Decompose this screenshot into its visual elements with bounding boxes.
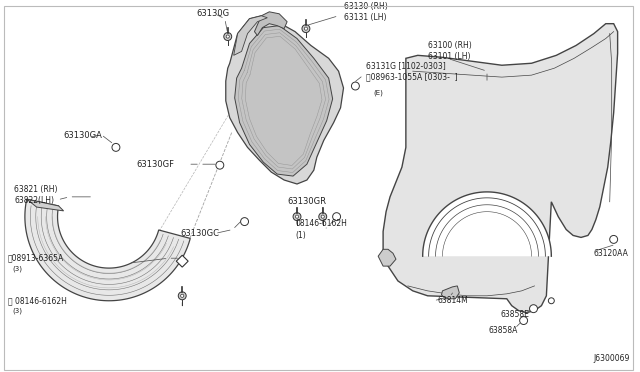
Polygon shape <box>383 24 618 312</box>
Text: ⓝ08913-6365A: ⓝ08913-6365A <box>8 254 64 263</box>
Polygon shape <box>442 286 460 299</box>
Text: 63821 (RH)
63822(LH): 63821 (RH) 63822(LH) <box>14 185 58 205</box>
Circle shape <box>302 25 310 33</box>
Polygon shape <box>176 255 188 267</box>
Text: 63131G [1102-0303]
ⓝ08963-1055A [0303-  ]: 63131G [1102-0303] ⓝ08963-1055A [0303- ] <box>366 61 458 81</box>
Circle shape <box>351 82 359 90</box>
Polygon shape <box>235 26 333 176</box>
Text: (3): (3) <box>12 307 22 314</box>
Polygon shape <box>378 249 396 266</box>
Text: 63130GR: 63130GR <box>287 197 326 206</box>
Text: (E): (E) <box>373 90 383 96</box>
Text: 08146-6162H
(1): 08146-6162H (1) <box>295 219 347 240</box>
Circle shape <box>520 317 527 324</box>
Text: 63130GC: 63130GC <box>180 229 220 238</box>
Polygon shape <box>255 12 287 36</box>
Circle shape <box>296 215 299 218</box>
Circle shape <box>112 144 120 151</box>
Circle shape <box>241 218 248 225</box>
Text: 63858E: 63858E <box>501 310 530 319</box>
Circle shape <box>529 305 538 312</box>
Polygon shape <box>226 16 344 184</box>
Polygon shape <box>27 199 63 211</box>
Circle shape <box>226 35 229 38</box>
Circle shape <box>224 33 232 41</box>
Text: 63130GF: 63130GF <box>137 160 175 169</box>
Circle shape <box>179 292 186 300</box>
Circle shape <box>319 213 326 221</box>
Text: 63130GA: 63130GA <box>63 131 102 140</box>
Text: 63858A: 63858A <box>489 326 518 335</box>
Text: 63120AA: 63120AA <box>594 249 628 258</box>
Polygon shape <box>234 16 268 55</box>
Circle shape <box>321 215 324 218</box>
Text: 63130 (RH)
63131 (LH): 63130 (RH) 63131 (LH) <box>344 2 387 22</box>
Circle shape <box>305 27 307 30</box>
Polygon shape <box>25 199 190 301</box>
Circle shape <box>293 213 301 221</box>
Text: 63130G: 63130G <box>196 9 229 18</box>
Text: Ⓑ 08146-6162H: Ⓑ 08146-6162H <box>8 296 67 305</box>
Text: (3): (3) <box>12 266 22 272</box>
Circle shape <box>180 294 184 297</box>
Circle shape <box>216 161 224 169</box>
Polygon shape <box>422 192 551 256</box>
Text: J6300069: J6300069 <box>594 354 630 363</box>
Circle shape <box>610 235 618 243</box>
Circle shape <box>333 213 340 221</box>
Circle shape <box>548 298 554 304</box>
Text: 63814M: 63814M <box>438 296 468 305</box>
Text: 63100 (RH)
63101 (LH): 63100 (RH) 63101 (LH) <box>428 41 472 61</box>
